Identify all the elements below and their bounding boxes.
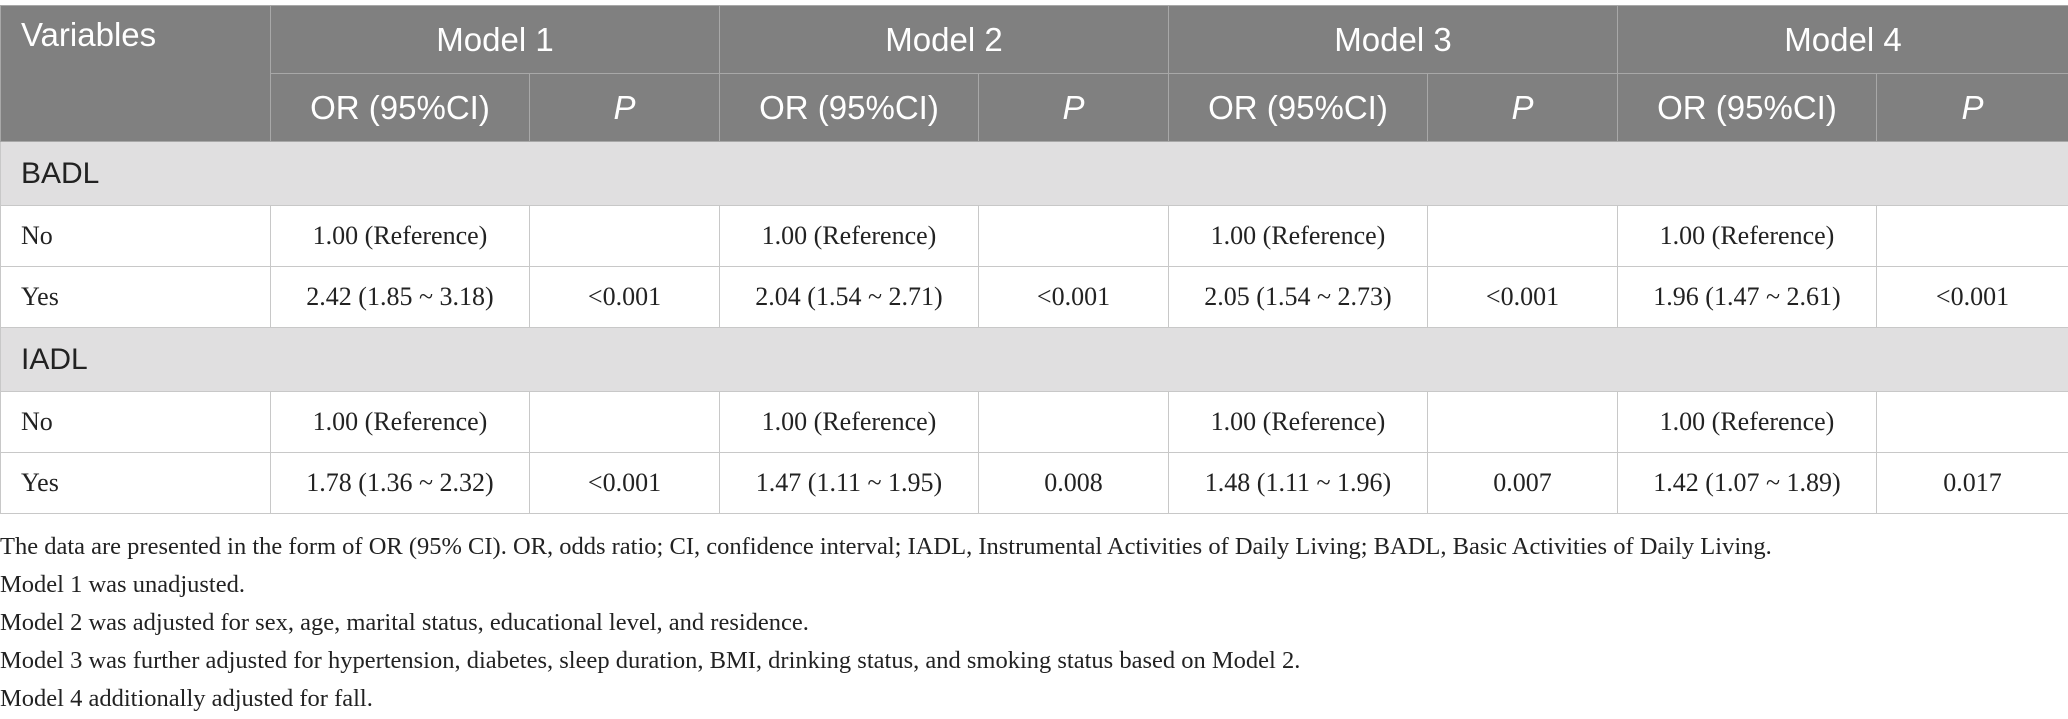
table-container: Variables Model 1 Model 2 Model 3 Model … bbox=[0, 5, 2068, 514]
or-cell: 1.00 (Reference) bbox=[1168, 391, 1428, 453]
or-cell: 1.00 (Reference) bbox=[270, 205, 530, 267]
row-label: Yes bbox=[0, 452, 271, 514]
p-cell bbox=[1427, 205, 1618, 267]
or-header: OR (95%CI) bbox=[1617, 73, 1877, 142]
or-cell: 1.00 (Reference) bbox=[270, 391, 530, 453]
p-cell bbox=[1876, 391, 2068, 453]
p-cell: 0.007 bbox=[1427, 452, 1618, 514]
p-cell: <0.001 bbox=[529, 452, 720, 514]
or-cell: 1.96 (1.47 ~ 2.61) bbox=[1617, 266, 1877, 328]
or-cell: 1.00 (Reference) bbox=[1168, 205, 1428, 267]
model-2-header: Model 2 bbox=[719, 5, 1169, 74]
p-cell: <0.001 bbox=[529, 266, 720, 328]
p-header: P bbox=[1876, 73, 2068, 142]
p-cell bbox=[529, 391, 720, 453]
row-label: Yes bbox=[0, 266, 271, 328]
or-cell: 2.04 (1.54 ~ 2.71) bbox=[719, 266, 979, 328]
p-cell: <0.001 bbox=[1876, 266, 2068, 328]
row-label: No bbox=[0, 205, 271, 267]
or-cell: 1.00 (Reference) bbox=[719, 205, 979, 267]
p-header: P bbox=[978, 73, 1169, 142]
table-footnotes: The data are presented in the form of OR… bbox=[0, 528, 2068, 718]
p-cell: <0.001 bbox=[1427, 266, 1618, 328]
or-cell: 1.78 (1.36 ~ 2.32) bbox=[270, 452, 530, 514]
footnote: Model 1 was unadjusted. bbox=[0, 571, 245, 598]
section-row: BADL bbox=[0, 141, 2068, 206]
or-cell: 1.00 (Reference) bbox=[719, 391, 979, 453]
p-cell: 0.008 bbox=[978, 452, 1169, 514]
or-cell: 2.05 (1.54 ~ 2.73) bbox=[1168, 266, 1428, 328]
footnote: Model 4 additionally adjusted for fall. bbox=[0, 685, 373, 712]
or-cell: 1.00 (Reference) bbox=[1617, 205, 1877, 267]
results-table: Variables Model 1 Model 2 Model 3 Model … bbox=[0, 5, 2068, 514]
footnote: The data are presented in the form of OR… bbox=[0, 533, 1772, 560]
p-header: P bbox=[1427, 73, 1618, 142]
table-row: No 1.00 (Reference) 1.00 (Reference) 1.0… bbox=[0, 391, 2068, 453]
or-cell: 1.47 (1.11 ~ 1.95) bbox=[719, 452, 979, 514]
table-header: Variables Model 1 Model 2 Model 3 Model … bbox=[0, 5, 2068, 142]
p-cell bbox=[978, 391, 1169, 453]
footnote: Model 3 was further adjusted for hyperte… bbox=[0, 647, 1301, 674]
or-cell: 1.00 (Reference) bbox=[1617, 391, 1877, 453]
table-row: No 1.00 (Reference) 1.00 (Reference) 1.0… bbox=[0, 205, 2068, 267]
p-cell bbox=[1427, 391, 1618, 453]
p-cell bbox=[1876, 205, 2068, 267]
row-label: No bbox=[0, 391, 271, 453]
table-body: BADL No 1.00 (Reference) 1.00 (Reference… bbox=[0, 141, 2068, 514]
section-label: BADL bbox=[0, 141, 2068, 206]
or-cell: 2.42 (1.85 ~ 3.18) bbox=[270, 266, 530, 328]
or-cell: 1.48 (1.11 ~ 1.96) bbox=[1168, 452, 1428, 514]
section-label: IADL bbox=[0, 327, 2068, 392]
model-3-header: Model 3 bbox=[1168, 5, 1618, 74]
p-cell bbox=[529, 205, 720, 267]
p-cell: 0.017 bbox=[1876, 452, 2068, 514]
model-4-header: Model 4 bbox=[1617, 5, 2068, 74]
p-header: P bbox=[529, 73, 720, 142]
or-header: OR (95%CI) bbox=[270, 73, 530, 142]
or-header: OR (95%CI) bbox=[1168, 73, 1428, 142]
table-row: Yes 1.78 (1.36 ~ 2.32) <0.001 1.47 (1.11… bbox=[0, 452, 2068, 514]
or-cell: 1.42 (1.07 ~ 1.89) bbox=[1617, 452, 1877, 514]
model-1-header: Model 1 bbox=[270, 5, 720, 74]
p-cell: <0.001 bbox=[978, 266, 1169, 328]
p-cell bbox=[978, 205, 1169, 267]
variables-header: Variables bbox=[0, 5, 271, 142]
table-row: Yes 2.42 (1.85 ~ 3.18) <0.001 2.04 (1.54… bbox=[0, 266, 2068, 328]
footnote: Model 2 was adjusted for sex, age, marit… bbox=[0, 609, 809, 636]
or-header: OR (95%CI) bbox=[719, 73, 979, 142]
section-row: IADL bbox=[0, 327, 2068, 392]
